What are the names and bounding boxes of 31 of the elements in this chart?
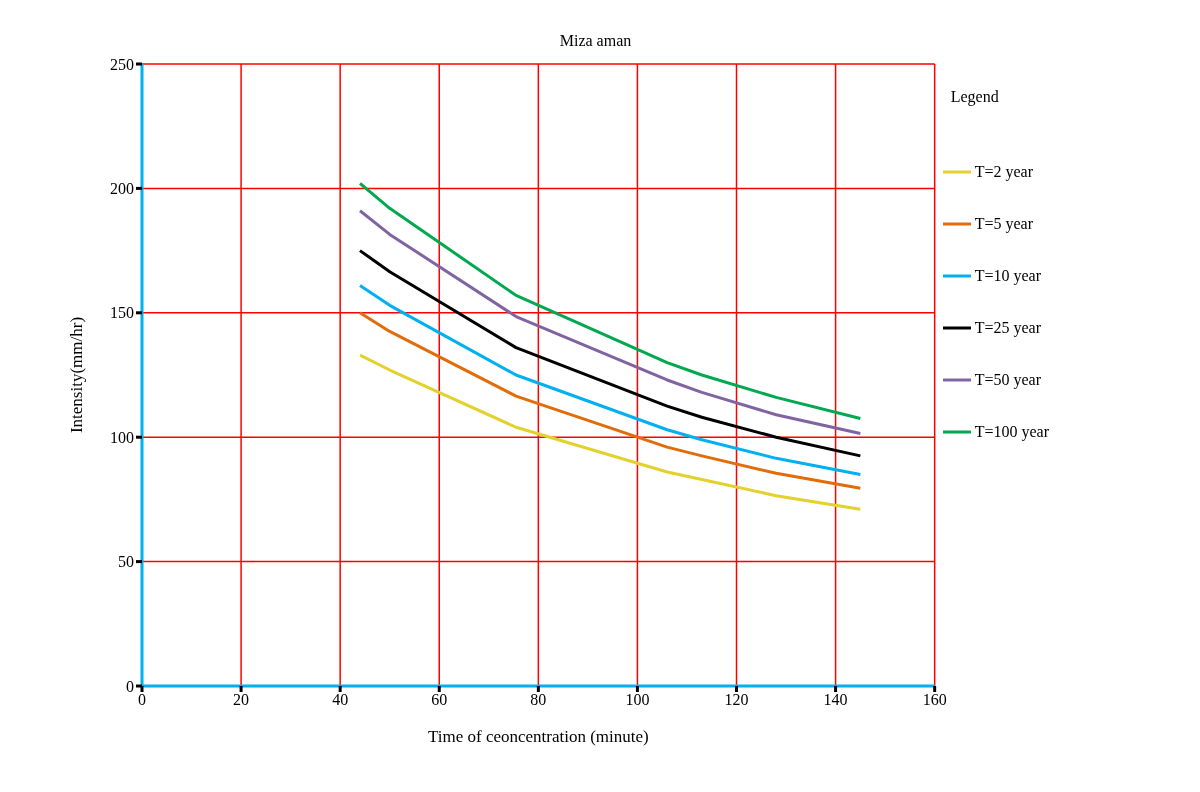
x-tick-label: 100: [625, 691, 650, 709]
line-series: [358, 209, 862, 435]
legend-label: T=25 year: [974, 319, 1041, 337]
legend-label: T=10 year: [974, 267, 1041, 285]
y-tick-label: 100: [110, 428, 134, 446]
legend-label: T=2 year: [974, 163, 1033, 181]
x-tick-label: 80: [530, 691, 547, 709]
x-tick-label: 0: [138, 691, 146, 709]
legend-title: Legend: [950, 88, 1000, 106]
line-series: [358, 249, 862, 458]
x-tick-label: 60: [431, 691, 448, 709]
line-series: [358, 311, 862, 490]
x-tick-label: 20: [233, 691, 250, 709]
y-tick-label: 200: [110, 180, 134, 198]
x-axis-title: Time of ceoncentration (minute): [427, 727, 649, 746]
x-tick-label: 40: [332, 691, 349, 709]
y-tick-label: 150: [110, 304, 134, 322]
legend-label: T=100 year: [974, 423, 1049, 441]
x-tick-label: 140: [823, 691, 848, 709]
x-tick-label: 120: [724, 691, 749, 709]
y-tick-label: 50: [118, 553, 134, 571]
x-tick-label: 160: [922, 691, 947, 709]
y-tick-label: 0: [126, 677, 134, 695]
chart-title: Miza aman: [558, 32, 633, 50]
line-series: [358, 283, 862, 477]
line-series: [358, 353, 862, 511]
line-series: [358, 181, 862, 421]
y-tick-label: 250: [110, 55, 134, 73]
y-axis-title: Intensity(mm/hr): [67, 316, 87, 434]
legend-label: T=5 year: [974, 215, 1033, 233]
legend-label: T=50 year: [974, 371, 1041, 389]
